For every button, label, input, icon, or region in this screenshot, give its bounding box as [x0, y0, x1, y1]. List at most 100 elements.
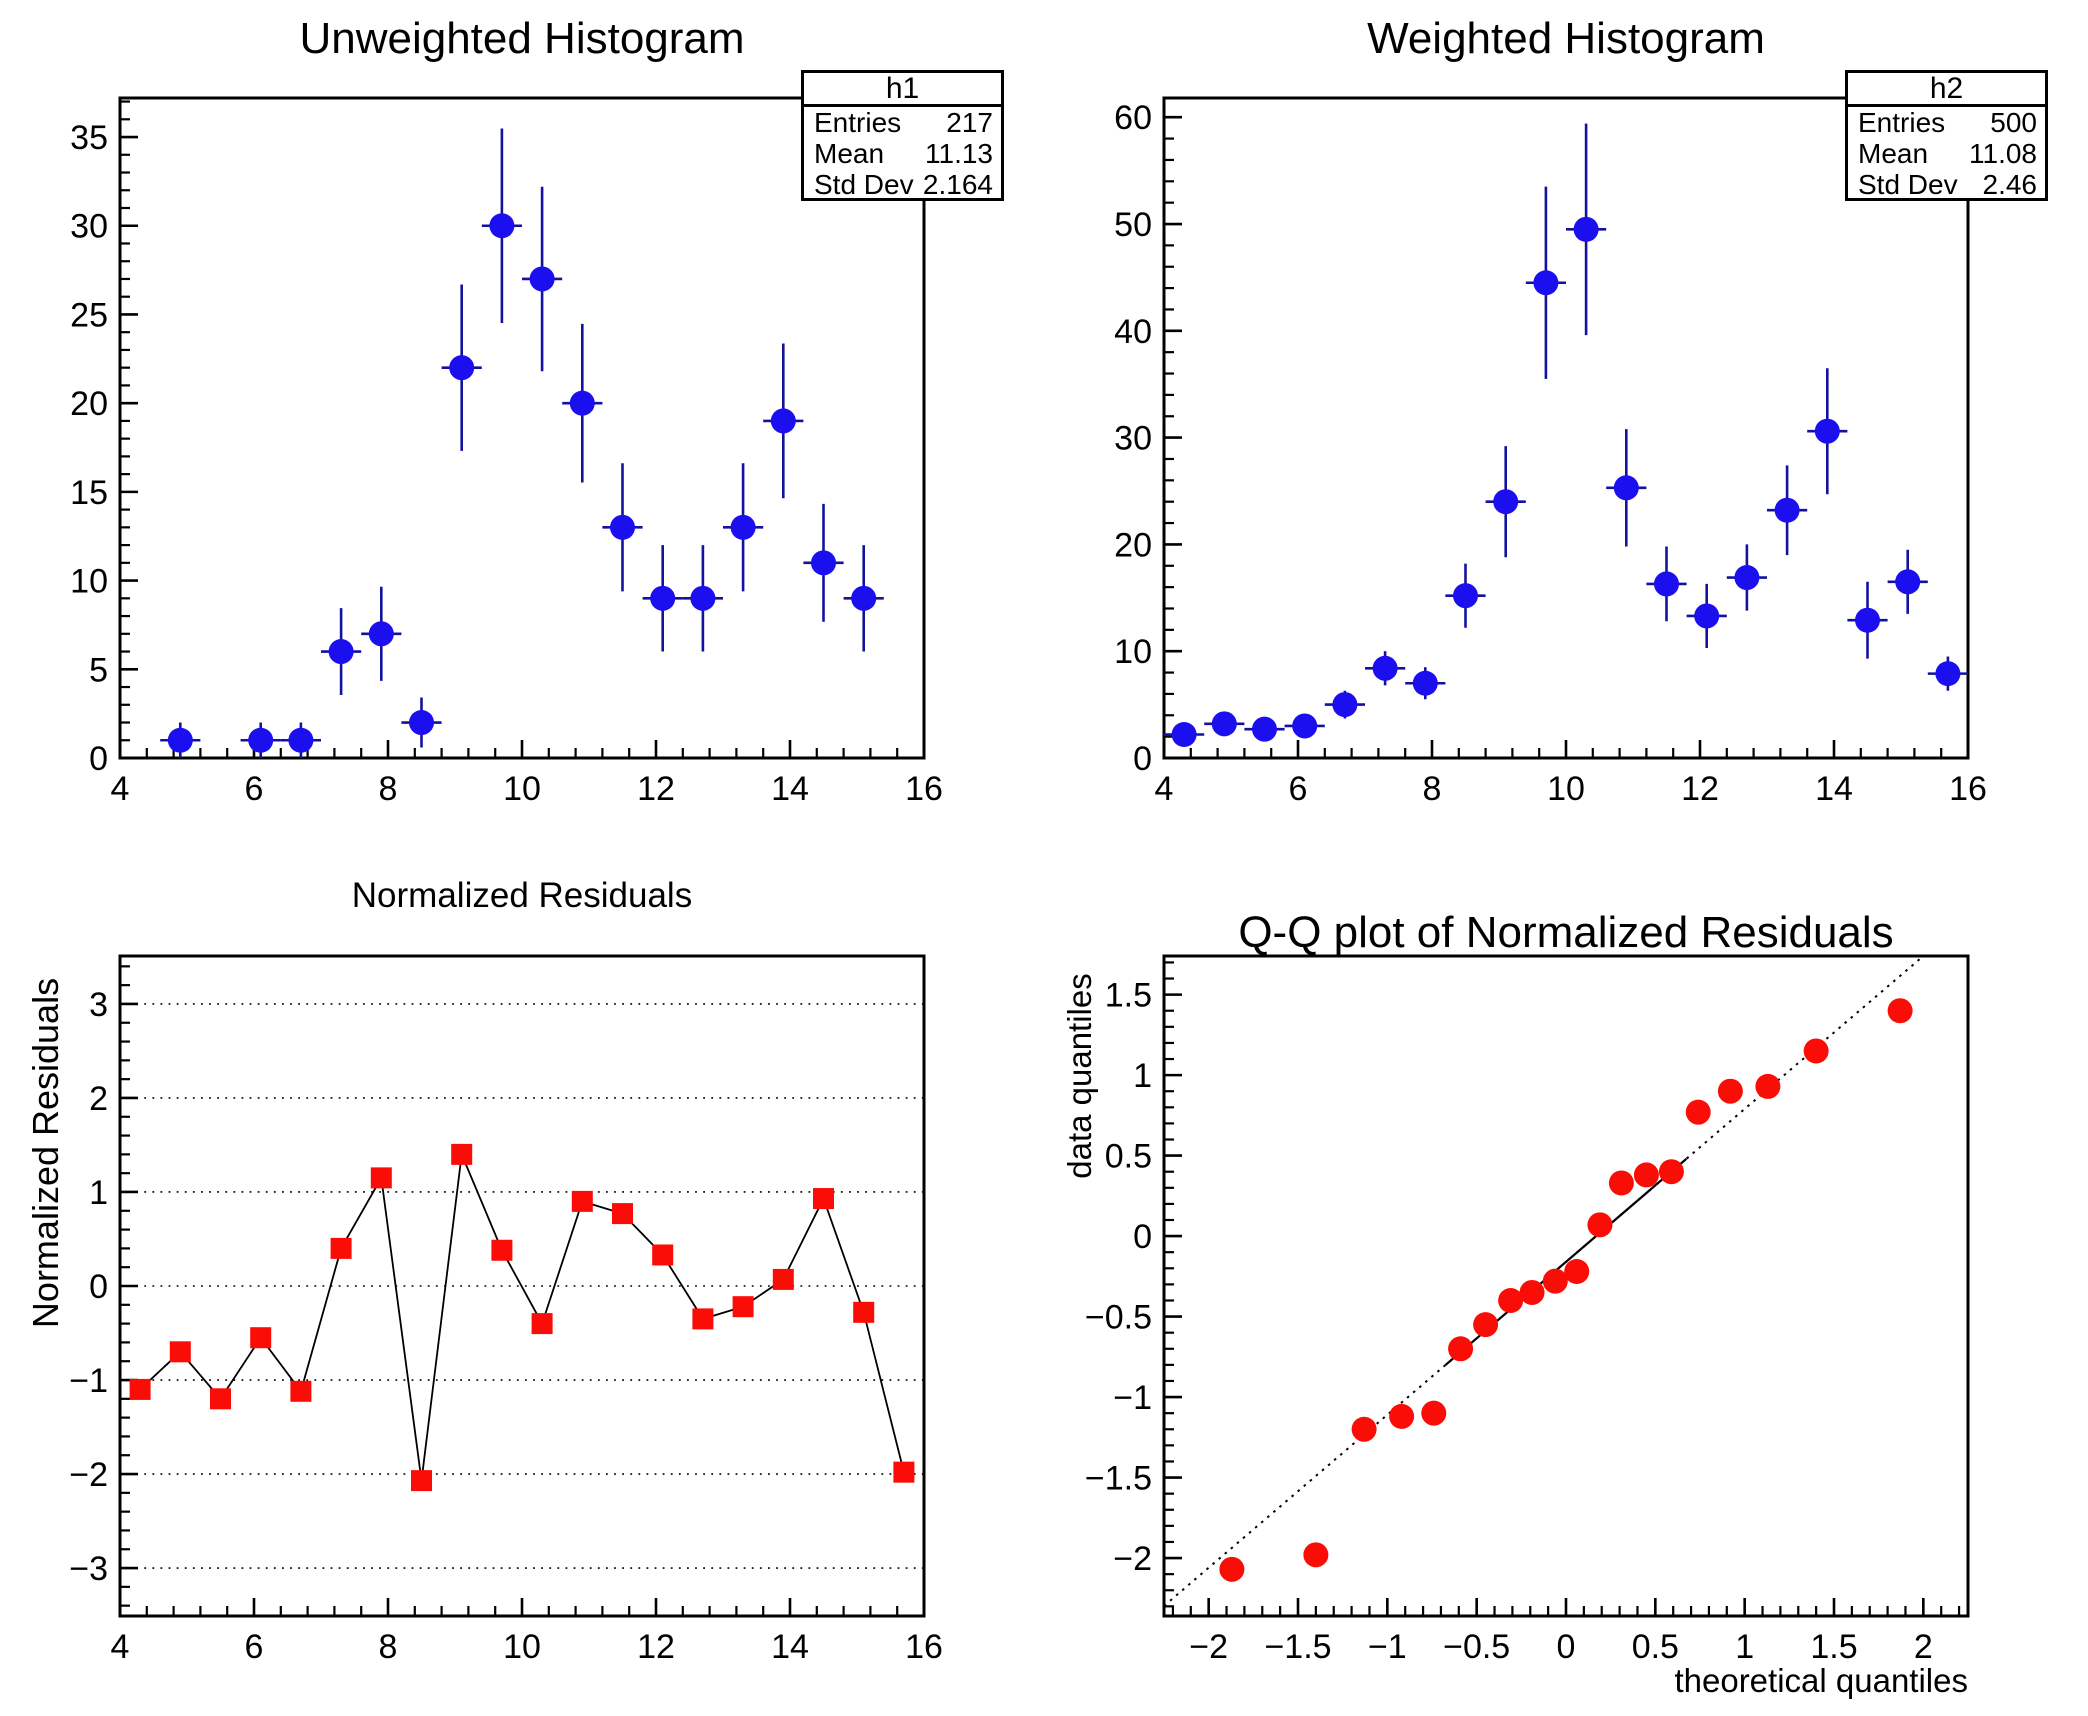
- data-point-marker: [290, 1380, 312, 1402]
- data-point-marker: [167, 727, 193, 753]
- data-point-marker: [330, 1237, 352, 1259]
- data-point-marker: [1895, 569, 1921, 595]
- data-point-marker: [1211, 711, 1237, 737]
- data-point-marker: [571, 1190, 593, 1212]
- qq-reference-line-dotted: [1163, 955, 1924, 1607]
- pad-unweighted-histogram: 4 6 8 10 12 14 16 0 5 10 15 20 25 30 35 Unweighted His…: [0, 0, 1044, 858]
- data-point-marker: [1412, 670, 1438, 696]
- data-point-marker: [690, 585, 716, 611]
- data-point-marker: [491, 1239, 513, 1261]
- data-point-marker: [328, 639, 354, 665]
- x-tick-label: 4: [111, 770, 130, 808]
- plot-frame: [118, 954, 926, 1618]
- residuals-y-axis-title: Normalized Residuals: [25, 977, 66, 1329]
- unweighted-histogram-plot: 4 6 8 10 12 14 16 0 5 10 15 20 25 30 35: [70, 96, 943, 808]
- y-tick-label: −2: [69, 1456, 108, 1494]
- x-tick-label: 16: [905, 1628, 943, 1666]
- data-point-marker: [1498, 1287, 1524, 1313]
- y-tick-label: 10: [1114, 633, 1152, 671]
- data-point-marker: [1564, 1259, 1590, 1285]
- data-point-marker: [1694, 603, 1720, 629]
- qq-plot-title: Q-Q plot of Normalized Residuals: [1238, 908, 1894, 957]
- y-tick-label: 0: [1133, 1218, 1152, 1256]
- x-tick-label: 1.5: [1810, 1628, 1857, 1666]
- y-tick-label: −1.5: [1085, 1460, 1152, 1498]
- data-point-marker: [248, 727, 274, 753]
- stat-value: 2.46: [1982, 169, 2038, 201]
- stat-value: 11.08: [1969, 137, 2037, 169]
- x-tick-label: 16: [905, 770, 943, 808]
- y-tick-label: 0: [89, 1268, 108, 1306]
- y-tick-label: 2: [89, 1080, 108, 1118]
- stats-box-h2-rows: Entries 500 Mean 11.08 Std Dev 2.46: [1848, 107, 2045, 201]
- x-tick-label: 10: [1547, 770, 1585, 808]
- stats-box-h1-rows: Entries 217 Mean 11.13 Std Dev 2.164: [804, 107, 1001, 201]
- data-point-marker: [569, 390, 595, 416]
- data-point-marker: [1493, 489, 1519, 515]
- data-point-marker: [1633, 1162, 1659, 1188]
- data-point-marker: [650, 585, 676, 611]
- data-point-marker: [1573, 216, 1599, 242]
- stat-row-entries: Entries 500: [1848, 107, 2045, 138]
- data-point-marker: [1613, 475, 1639, 501]
- data-point-marker: [813, 1188, 834, 1210]
- data-point-marker: [1654, 571, 1679, 597]
- y-tick-label: 0.5: [1105, 1138, 1152, 1176]
- data-point-marker: [851, 585, 877, 611]
- y-tick-label: 35: [70, 119, 108, 157]
- stat-row-mean: Mean 11.13: [804, 137, 1001, 169]
- data-point-marker: [811, 550, 836, 576]
- data-point-marker: [1372, 655, 1398, 681]
- data-point-marker: [1814, 418, 1840, 444]
- x-tick-label: 12: [1681, 770, 1719, 808]
- qq-x-axis-title: theoretical quantiles: [1674, 1662, 1968, 1699]
- data-point-marker: [169, 1341, 191, 1363]
- data-point-marker: [1803, 1038, 1829, 1064]
- x-tick-label: 16: [1949, 770, 1987, 808]
- data-point-marker: [1658, 1159, 1684, 1185]
- data-point-marker: [411, 1470, 432, 1492]
- x-tick-label: 0: [1557, 1628, 1576, 1666]
- x-tick-label: 2: [1914, 1628, 1933, 1666]
- unweighted-histogram-title: Unweighted Histogram: [299, 14, 745, 63]
- data-point-marker: [1935, 661, 1961, 687]
- data-point-marker: [893, 1461, 915, 1483]
- data-point-marker: [1717, 1078, 1743, 1104]
- y-tick-label: −1: [69, 1362, 108, 1400]
- stat-label: Std Dev: [1858, 169, 1958, 201]
- x-tick-label: 14: [1815, 770, 1853, 808]
- stats-box-h2-header: h2: [1848, 73, 2045, 107]
- data-point-marker: [409, 710, 434, 736]
- x-tick-label: 12: [637, 770, 675, 808]
- plot-frame: [1162, 96, 1970, 760]
- y-tick-label: 25: [70, 296, 108, 334]
- y-tick-label: 0: [89, 740, 108, 778]
- data-point-marker: [1887, 998, 1913, 1024]
- data-point-marker: [1608, 1170, 1634, 1196]
- data-point-marker: [449, 355, 475, 381]
- y-tick-label: 1: [1133, 1057, 1152, 1095]
- data-point-marker: [368, 621, 394, 647]
- connecting-line: [139, 1150, 905, 1481]
- data-point-marker: [1389, 1403, 1415, 1429]
- x-tick-label: −1.5: [1264, 1628, 1331, 1666]
- stats-box-h1-header: h1: [804, 73, 1001, 107]
- stat-label: Mean: [1858, 137, 1929, 169]
- stat-row-stddev: Std Dev 2.164: [804, 170, 1001, 200]
- weighted-histogram-plot: 4 6 8 10 12 14 16 0 10 20 30 40 50 60: [1114, 96, 1987, 808]
- data-point-marker: [1473, 1312, 1499, 1338]
- stat-label: Mean: [814, 137, 885, 169]
- data-point-marker: [853, 1301, 875, 1323]
- x-tick-label: 14: [771, 1628, 809, 1666]
- data-point-marker: [1734, 565, 1760, 591]
- pad-qq-plot: −2 −1.5 −1 −0.5 0 0.5 1 1.5 2 −2 −1.5 −1 −0.5 0 0.5 1 1.…: [1044, 858, 2088, 1716]
- data-point-marker: [529, 266, 555, 292]
- stat-row-stddev: Std Dev 2.46: [1848, 170, 2045, 200]
- data-point-marker: [1533, 270, 1559, 296]
- data-point-marker: [1685, 1099, 1711, 1125]
- data-point-marker: [652, 1244, 674, 1266]
- data-point-marker: [692, 1308, 714, 1330]
- pad-weighted-histogram: 4 6 8 10 12 14 16 0 10 20 30 40 50 60 Weighted Histog…: [1044, 0, 2088, 858]
- data-point-marker: [451, 1143, 473, 1165]
- stats-box-h1: h1 Entries 217 Mean 11.13 Std Dev 2.164: [801, 70, 1004, 201]
